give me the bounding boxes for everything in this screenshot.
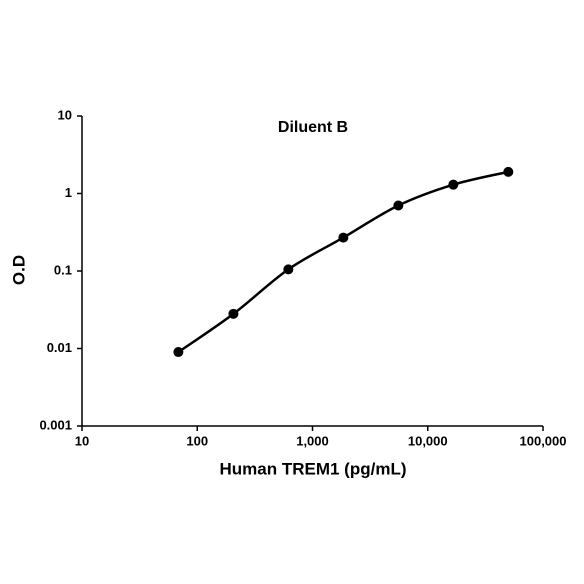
x-tick-label: 100,000	[520, 433, 567, 448]
chart-title: Diluent B	[278, 119, 348, 136]
data-point	[173, 347, 184, 358]
y-tick-label: 0.01	[47, 340, 72, 355]
x-tick-label: 10	[75, 433, 89, 448]
x-tick-label: 10,000	[408, 433, 448, 448]
y-tick-label: 10	[58, 107, 72, 122]
data-point	[283, 264, 294, 275]
y-tick-label: 0.001	[39, 417, 72, 432]
x-axis-label: Human TREM1 (pg/mL)	[220, 459, 407, 478]
data-point	[228, 308, 239, 319]
data-line	[177, 170, 509, 354]
data-point	[503, 166, 514, 177]
y-tick-label: 1	[65, 185, 72, 200]
y-tick-label: 0.1	[54, 262, 72, 277]
y-axis-label: O.D	[9, 255, 28, 285]
data-point	[448, 179, 459, 190]
data-point	[393, 200, 404, 211]
data-point	[338, 232, 349, 243]
x-tick-label: 100	[186, 433, 208, 448]
x-tick-label: 1,000	[296, 433, 329, 448]
